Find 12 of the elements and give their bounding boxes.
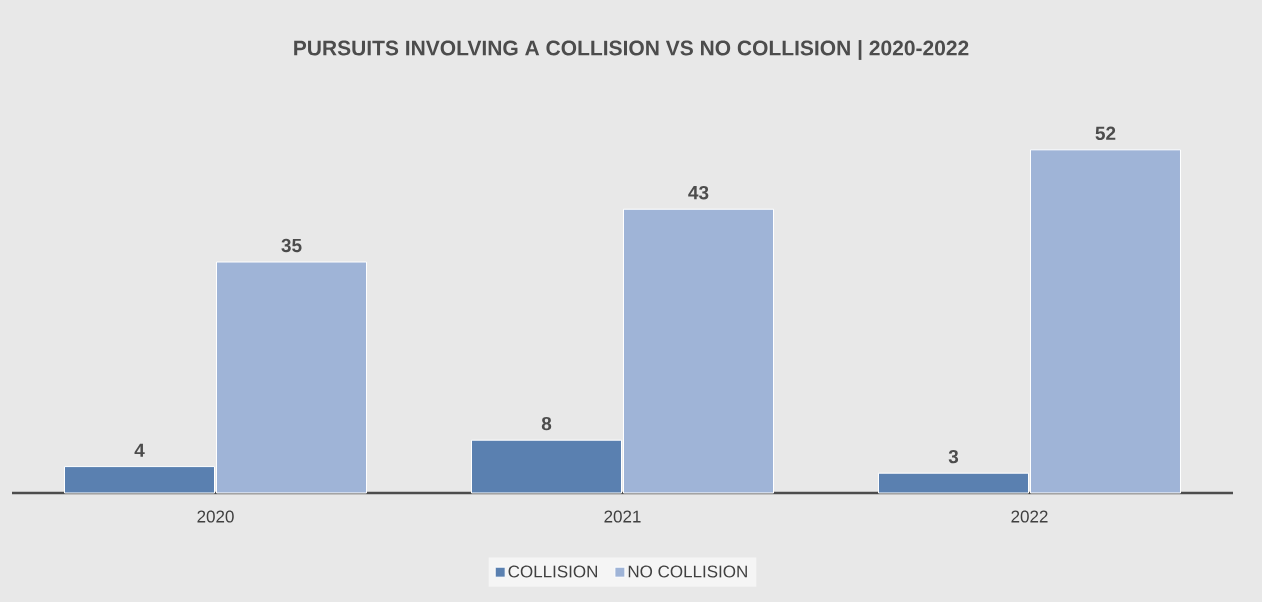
x-tick-label: 2022 — [1011, 510, 1048, 523]
chart-title: PURSUITS INVOLVING A COLLISION VS NO COLLISION | 2020-2022 — [294, 40, 969, 60]
data-label: 43 — [688, 185, 709, 200]
legend-label: NO COLLISION — [628, 565, 747, 578]
data-label: 35 — [281, 238, 302, 253]
x-tick-label: 2020 — [197, 510, 234, 523]
data-label: 8 — [541, 416, 552, 431]
data-label: 4 — [134, 443, 145, 457]
legend-label: COLLISION — [508, 565, 597, 578]
data-label: 3 — [948, 449, 959, 464]
data-label: 52 — [1095, 126, 1116, 141]
x-tick-label: 2021 — [604, 510, 641, 523]
